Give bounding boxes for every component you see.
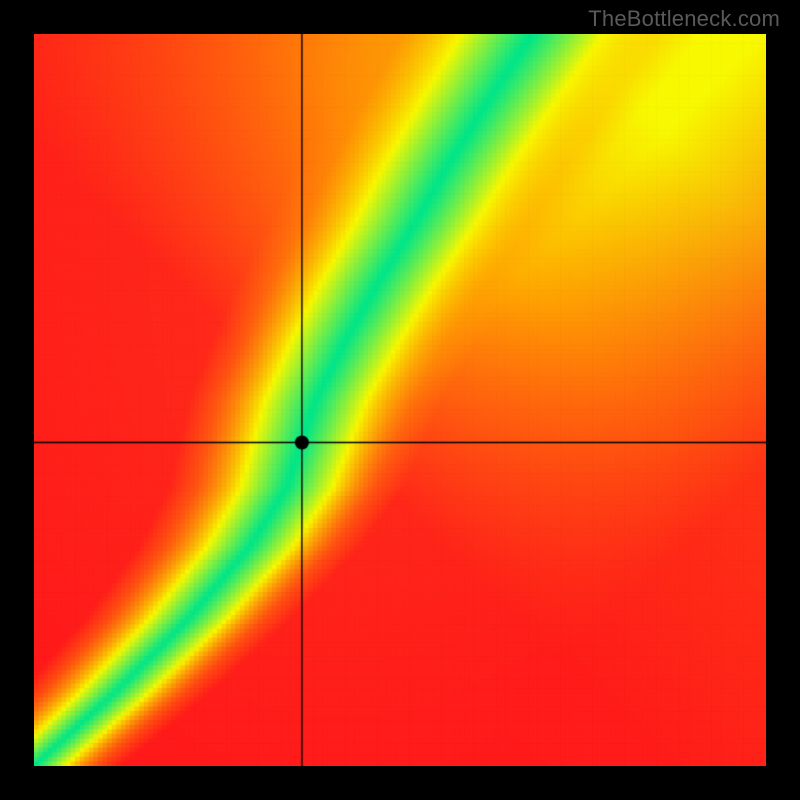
chart-container: TheBottleneck.com xyxy=(0,0,800,800)
watermark-label: TheBottleneck.com xyxy=(588,6,780,32)
heatmap-canvas xyxy=(34,34,766,766)
